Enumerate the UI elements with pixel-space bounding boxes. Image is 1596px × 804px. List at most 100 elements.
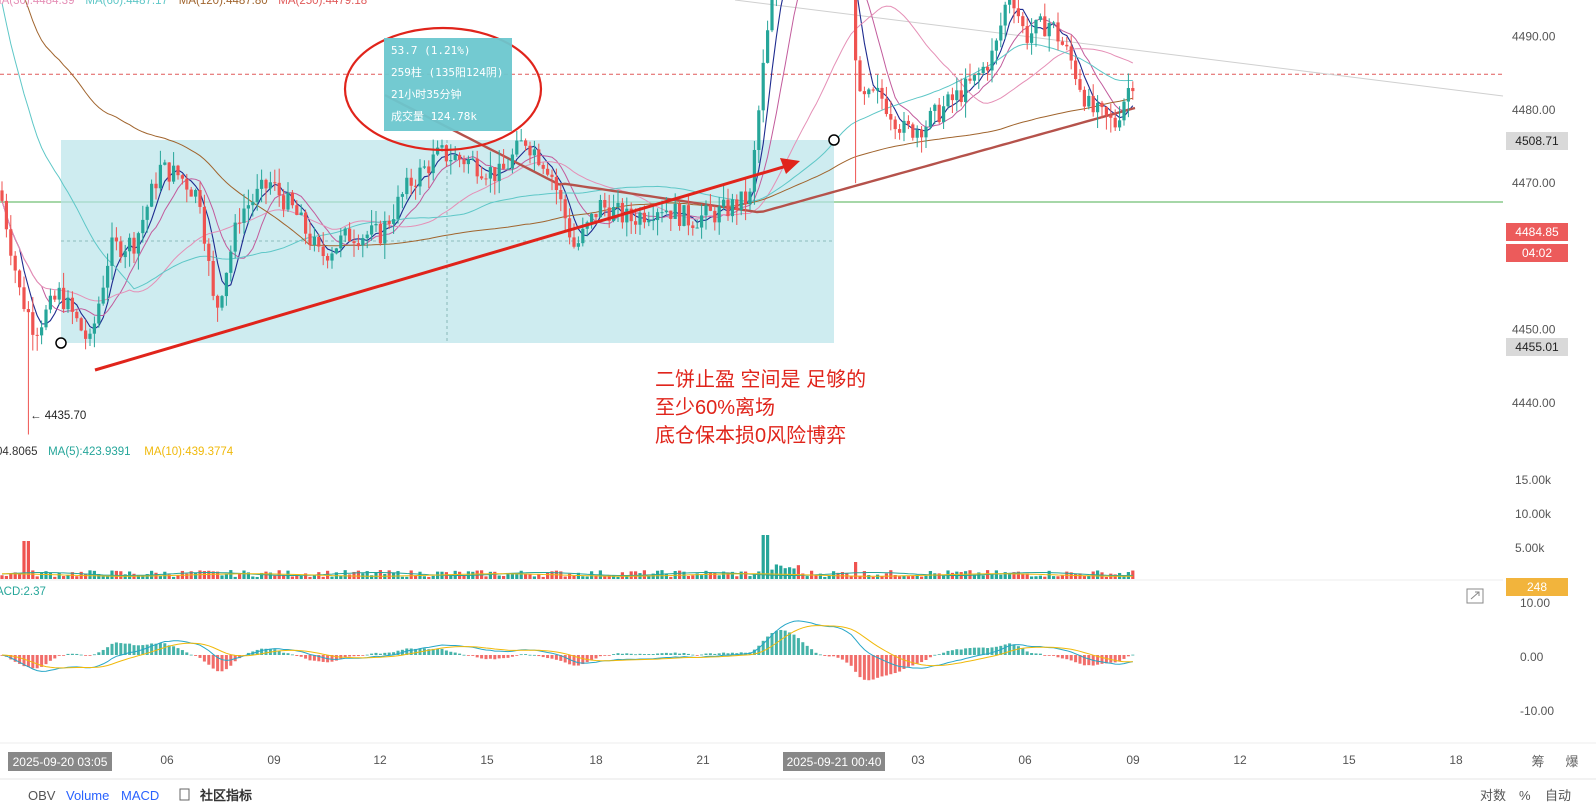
swing-high-marker (828, 134, 840, 146)
macd-histogram-bar (726, 653, 730, 655)
candle-body (858, 60, 862, 92)
bottom-tab-macd[interactable]: MACD (121, 788, 159, 803)
macd-histogram-bar (585, 655, 589, 663)
macd-histogram-bar (9, 655, 13, 660)
bottom-right-option[interactable]: 对数 (1480, 788, 1506, 803)
candle-body (106, 265, 110, 288)
candle-body (576, 243, 580, 247)
community-indicator-label[interactable]: 社区指标 (199, 788, 252, 803)
candle-body (466, 159, 470, 165)
candle-body (44, 309, 48, 328)
volume-layer (0, 535, 1135, 579)
volume-bar (537, 574, 541, 579)
volume-bar (343, 570, 347, 579)
expand-icon-arrow (1470, 591, 1480, 600)
ma250-line (384, 94, 1136, 214)
volume-bar (1025, 573, 1029, 579)
volume-bar (1131, 570, 1135, 579)
candle-body (898, 129, 902, 133)
macd-histogram-bar (286, 653, 290, 655)
macd-histogram-bar (361, 655, 365, 656)
macd-histogram-bar (933, 654, 937, 656)
macd-histogram-bar (304, 655, 308, 659)
volume-bar (255, 576, 259, 579)
volume-bar (211, 571, 215, 579)
macd-histogram-bar (889, 655, 893, 675)
macd-histogram-bar (35, 655, 39, 669)
macd-histogram-bar (867, 655, 871, 681)
macd-histogram-bar (295, 655, 299, 656)
macd-histogram-bar (1065, 655, 1069, 660)
macd-histogram-bar (559, 655, 563, 661)
macd-histogram-bar (700, 654, 704, 656)
volume-bar (62, 576, 66, 579)
macd-histogram-bar (796, 638, 800, 655)
macd-histogram-bar (537, 655, 541, 657)
bottom-right-option[interactable]: % (1519, 788, 1531, 803)
volume-bar (581, 576, 585, 579)
volume-bar (541, 576, 545, 579)
macd-histogram-bar (92, 654, 96, 656)
volume-bar (502, 575, 506, 579)
volume-bar (717, 575, 721, 579)
candle-body (625, 208, 629, 223)
candle-body (392, 219, 396, 224)
macd-histogram-bar (1109, 655, 1113, 663)
candle-body (150, 183, 154, 207)
candle-body (695, 227, 699, 229)
candle-body (752, 149, 756, 192)
macd-histogram-bar (607, 655, 611, 656)
candle-body (339, 235, 343, 249)
volume-bar (290, 576, 294, 579)
volume-bar (924, 575, 928, 579)
volume-bar (414, 575, 418, 579)
volume-bar (994, 570, 998, 579)
x-axis-tick-label: 15 (1342, 753, 1356, 767)
volume-bar (299, 575, 303, 579)
candle-body (79, 318, 83, 331)
macd-histogram-bar (31, 655, 35, 669)
macd-histogram-bar (1078, 655, 1082, 664)
volume-bar (158, 576, 162, 579)
macd-histogram-bar (999, 645, 1003, 655)
macd-histogram-bar (198, 655, 202, 658)
bottom-right-option[interactable]: 自动 (1545, 788, 1571, 803)
candle-body (427, 166, 431, 174)
candle-body (211, 260, 215, 296)
candle-body (603, 200, 607, 208)
macd-histogram-bar (854, 655, 858, 672)
macd-histogram-bar (220, 655, 224, 672)
volume-bar (735, 576, 739, 579)
volume-bar (911, 575, 915, 579)
macd-layer (0, 620, 1135, 681)
candle-body (180, 175, 184, 179)
candle-body (664, 210, 668, 213)
volume-bar (607, 574, 611, 579)
macd-histogram-bar (167, 645, 171, 655)
macd-histogram-bar (1126, 655, 1130, 657)
macd-histogram-bar (902, 655, 906, 669)
candle-body (607, 207, 611, 221)
candle-body (132, 237, 136, 254)
volume-bar (704, 570, 708, 579)
candle-body (18, 270, 22, 288)
macd-histogram-bar (669, 653, 673, 655)
candle-body (581, 228, 585, 244)
candle-body (1021, 16, 1025, 27)
volume-bar (44, 571, 48, 579)
candle-body (480, 176, 484, 179)
candle-body (871, 89, 875, 91)
candle-body (933, 104, 937, 111)
bottom-tab-obv[interactable]: OBV (28, 788, 56, 803)
macd-histogram-bar (519, 654, 523, 656)
macd-histogram-bar (1060, 655, 1064, 659)
candle-body (726, 199, 730, 217)
candle-body (1113, 117, 1117, 128)
candle-body (920, 129, 924, 138)
bottom-tab-volume[interactable]: Volume (66, 788, 109, 803)
candle-body (378, 223, 382, 244)
macd-histogram-bar (766, 636, 770, 655)
candle-body (924, 126, 928, 138)
x-axis-tick-label: 12 (373, 753, 387, 767)
measure-box-line: 成交量 124.78k (391, 109, 477, 123)
